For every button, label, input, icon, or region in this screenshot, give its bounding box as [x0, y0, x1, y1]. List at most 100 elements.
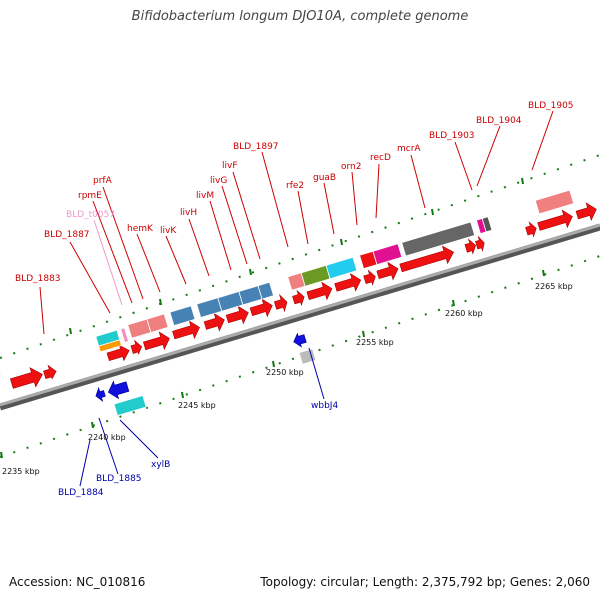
forward-gene-arrow: [130, 339, 143, 355]
leader-line: [79, 439, 91, 487]
gene-block-gray: [298, 348, 317, 365]
tick: [542, 269, 545, 277]
gene-block-salmon: [534, 189, 575, 215]
scale-label: 2235 kbp: [2, 467, 40, 476]
leader-line: [351, 171, 358, 226]
gene-block-gray: [0, 363, 2, 380]
gene-label: orn2: [341, 162, 361, 172]
leader-line: [165, 235, 187, 285]
gene-block-salmon: [146, 313, 169, 333]
gene-block-cyan: [113, 395, 147, 417]
forward-gene-arrow: [143, 331, 170, 351]
forward-gene-arrow: [273, 293, 288, 313]
leader-line: [375, 163, 380, 219]
major-ticks-top: [69, 177, 524, 335]
reverse-gene-arrows: [95, 332, 307, 403]
leader-line: [209, 200, 232, 271]
gene-label: xylB: [151, 460, 170, 470]
forward-gene-arrow: [525, 221, 537, 238]
forward-gene-arrow: [575, 202, 597, 222]
gene-label: BLD_1897: [233, 142, 279, 152]
forward-gene-arrow: [172, 320, 200, 340]
scale-label: 2265 kbp: [535, 282, 573, 291]
scale-label: 2245 kbp: [178, 401, 216, 410]
leader-line: [188, 218, 210, 277]
tick: [452, 299, 455, 307]
feature-blocks: [0, 189, 575, 380]
leader-line: [221, 185, 248, 265]
gene-block-steelblue: [196, 297, 223, 319]
gene-label: livK: [160, 226, 177, 236]
gene-label: rpmE: [78, 191, 102, 201]
leader-line: [454, 141, 473, 191]
leader-line: [232, 171, 261, 260]
gene-block-steelblue: [257, 281, 275, 300]
forward-gene-arrows: [9, 202, 597, 389]
gene-block-steelblue: [169, 305, 196, 327]
gene-block-pink: [120, 327, 130, 343]
scale-label: 2260 kbp: [445, 309, 483, 318]
topology-text: Topology: circular; Length: 2,375,792 bp…: [260, 575, 590, 589]
leader-line: [323, 182, 335, 235]
tick: [521, 177, 524, 185]
leader-line-trna: [93, 219, 123, 306]
leader-line: [92, 200, 133, 304]
gene-label: livM: [196, 191, 214, 201]
gene-label: livH: [180, 208, 197, 218]
gene-label: BLD_1883: [15, 274, 61, 284]
gene-label-trna: BLD_t0057: [66, 210, 115, 220]
forward-genes: [0, 189, 597, 389]
tick: [272, 360, 275, 368]
leader-line: [102, 186, 144, 300]
gene-label: BLD_1884: [58, 488, 104, 498]
scale-label: 2240 kbp: [88, 433, 126, 442]
forward-gene-arrow: [106, 344, 130, 362]
gene-label: recD: [370, 153, 391, 163]
gene-label: BLD_1903: [429, 131, 475, 141]
scale-label: 2250 kbp: [266, 368, 304, 377]
gene-label: livG: [210, 176, 227, 186]
leader-line: [261, 151, 289, 248]
reverse-genes: [95, 332, 317, 417]
forward-gene-arrow: [399, 245, 455, 273]
forward-gene-arrow: [376, 261, 399, 281]
gene-block-darkgray: [481, 216, 493, 233]
gene-label: prfA: [93, 176, 113, 186]
gene-label: guaB: [313, 173, 336, 183]
gene-label: wbbJ4: [311, 401, 338, 411]
leader-line: [410, 154, 426, 209]
gene-label: mcrA: [397, 144, 421, 154]
scale-label: 2255 kbp: [356, 338, 394, 347]
tick: [340, 238, 343, 246]
forward-gene-arrow: [292, 289, 305, 307]
gene-label: BLD_1885: [96, 474, 142, 484]
genome-backbone: [0, 223, 600, 411]
scale-labels: 2235 kbp 2240 kbp 2245 kbp 2250 kbp 2255…: [2, 282, 573, 476]
tick: [0, 451, 3, 459]
leader-line: [136, 233, 161, 293]
forward-gene-arrow: [475, 236, 485, 252]
gene-labels-bottom: BLD_1884 BLD_1885 xylB wbbJ4: [58, 401, 338, 498]
gene-label: BLD_1905: [528, 101, 574, 111]
forward-gene-arrow: [9, 367, 43, 389]
forward-gene-arrow: [334, 272, 362, 292]
gene-labels-top: BLD_1883 BLD_1887 BLD_t0057 rpmE prfA he…: [15, 101, 574, 284]
tick: [91, 421, 94, 429]
gene-label: livF: [222, 161, 238, 171]
gene-block-olive: [300, 264, 331, 287]
leader-line: [531, 110, 554, 171]
genome-backbone-highlight: [0, 223, 600, 407]
leader-line: [39, 286, 45, 335]
reverse-gene-arrow: [107, 380, 130, 400]
gene-block-magenta: [372, 243, 403, 266]
gene-block-cyan: [325, 256, 358, 280]
leader-line: [308, 347, 325, 400]
forward-gene-arrow: [464, 238, 477, 255]
forward-gene-arrow: [249, 298, 273, 318]
gene-label: rfe2: [286, 181, 304, 191]
tick: [69, 327, 72, 335]
leader-line: [476, 125, 501, 187]
leader-line: [98, 417, 119, 475]
reverse-feature-blocks: [113, 348, 317, 417]
major-ticks-bottom: [0, 269, 545, 459]
